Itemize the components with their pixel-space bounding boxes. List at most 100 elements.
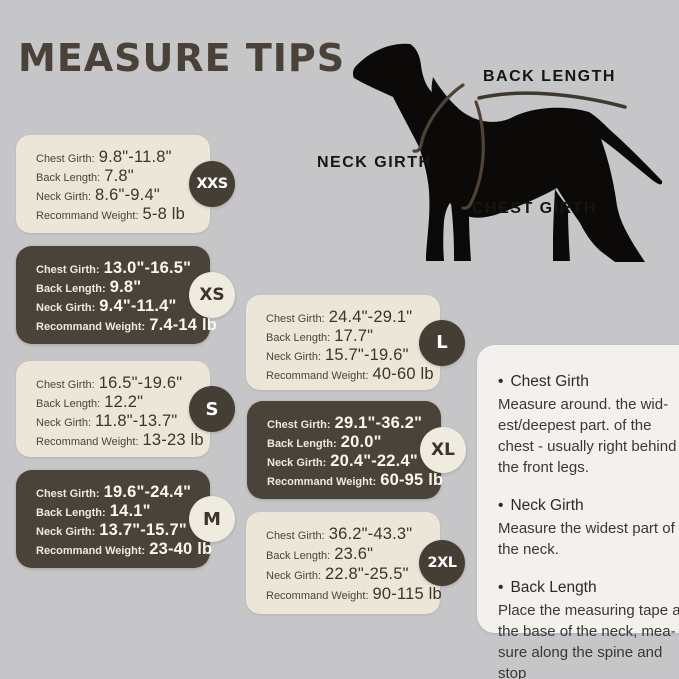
chest-girth-field-label: Chest Girth: <box>267 419 331 431</box>
back-length-field-label: Back Length: <box>36 507 106 519</box>
chest-girth-field-label: Chest Girth: <box>266 313 325 325</box>
chest-girth-field-label: Chest Girth: <box>36 153 95 165</box>
recommend-weight-field-label: Recommand Weight: <box>36 436 139 448</box>
chest-girth-row: Chest Girth: 13.0"-16.5" <box>36 259 196 278</box>
tip-item: • Neck Girth Measure the widest part of t… <box>498 497 679 560</box>
back-length-value: 9.8" <box>109 278 142 296</box>
recommend-weight-value: 40-60 lb <box>372 365 434 383</box>
size-badge-xs: XS <box>189 272 235 318</box>
tip-body-text: Measure around. the wid- est/deepest par… <box>498 396 677 476</box>
size-card-s: Chest Girth: 16.5"-19.6" Back Length: 12… <box>16 361 235 457</box>
chest-girth-row: Chest Girth: 9.8"-11.8" <box>36 148 196 167</box>
back-length-value: 17.7" <box>334 327 374 345</box>
back-length-value: 14.1" <box>109 502 151 520</box>
chest-girth-label: CHEST GIRTH <box>472 200 597 217</box>
recommend-weight-field-label: Recommand Weight: <box>266 370 369 382</box>
chest-girth-row: Chest Girth: 29.1"-36.2" <box>267 414 427 433</box>
neck-girth-field-label: Neck Girth: <box>267 457 327 469</box>
tips-list: • Chest Girth Measure around. the wid- es… <box>498 373 679 679</box>
chest-girth-value: 9.8"-11.8" <box>98 148 172 166</box>
chest-girth-value: 36.2"-43.3" <box>328 525 413 543</box>
recommend-weight-field-label: Recommand Weight: <box>267 476 377 488</box>
tip-heading: • Neck Girth <box>498 497 679 515</box>
tip-body-text: Place the measuring tape at the base of … <box>498 602 679 679</box>
chest-girth-row: Chest Girth: 24.4"-29.1" <box>266 308 426 327</box>
neck-girth-row: Neck Girth: 13.7"-15.7" <box>36 521 196 540</box>
back-length-field-label: Back Length: <box>266 332 331 344</box>
recommend-weight-field-label: Recommand Weight: <box>266 590 369 602</box>
back-length-row: Back Length: 23.6" <box>266 545 426 564</box>
neck-girth-row: Neck Girth: 8.6"-9.4" <box>36 186 196 205</box>
chest-girth-row: Chest Girth: 16.5"-19.6" <box>36 374 196 393</box>
size-card-2xl: Chest Girth: 36.2"-43.3" Back Length: 23… <box>246 512 465 614</box>
size-badge-2xl: 2XL <box>419 540 465 586</box>
neck-girth-value: 11.8"-13.7" <box>95 412 178 430</box>
neck-girth-value: 9.4"-11.4" <box>99 297 177 315</box>
dog-silhouette <box>352 43 663 263</box>
neck-girth-field-label: Neck Girth: <box>36 302 96 314</box>
size-badge-xxs: XXS <box>189 161 235 207</box>
recommend-weight-row: Recommand Weight: 40-60 lb <box>266 365 434 384</box>
chest-girth-value: 13.0"-16.5" <box>103 259 192 277</box>
back-length-row: Back Length: 12.2" <box>36 393 196 412</box>
recommend-weight-row: Recommand Weight: 23-40 lb <box>36 540 212 559</box>
recommend-weight-field-label: Recommand Weight: <box>36 210 139 222</box>
measuring-tips-panel: • Chest Girth Measure around. the wid- es… <box>477 345 679 679</box>
chest-girth-field-label: Chest Girth: <box>36 488 100 500</box>
chest-girth-value: 16.5"-19.6" <box>98 374 183 392</box>
neck-girth-row: Neck Girth: 9.4"-11.4" <box>36 297 196 316</box>
neck-girth-field-label: Neck Girth: <box>36 526 96 538</box>
page-title: MEASURE TIPS <box>18 36 346 80</box>
neck-girth-row: Neck Girth: 20.4"-22.4" <box>267 452 427 471</box>
chest-girth-field-label: Chest Girth: <box>266 530 325 542</box>
back-length-field-label: Back Length: <box>267 438 337 450</box>
tip-heading: • Back Length <box>498 579 679 597</box>
tip-heading-text: Chest Girth <box>510 373 589 390</box>
back-length-value: 20.0" <box>340 433 382 451</box>
size-card-xxs: Chest Girth: 9.8"-11.8" Back Length: 7.8… <box>16 135 235 233</box>
dog-diagram <box>333 25 673 270</box>
chest-girth-field-label: Chest Girth: <box>36 379 95 391</box>
recommend-weight-value: 5-8 lb <box>142 205 185 223</box>
chest-girth-value: 19.6"-24.4" <box>103 483 192 501</box>
back-length-row: Back Length: 7.8" <box>36 167 196 186</box>
back-length-field-label: Back Length: <box>36 398 101 410</box>
bullet-icon: • <box>498 373 504 390</box>
back-length-row: Back Length: 9.8" <box>36 278 196 297</box>
back-length-field-label: Back Length: <box>36 283 106 295</box>
back-length-value: 12.2" <box>104 393 144 411</box>
neck-girth-field-label: Neck Girth: <box>36 417 92 429</box>
neck-girth-field-label: Neck Girth: <box>266 570 322 582</box>
back-length-row: Back Length: 17.7" <box>266 327 426 346</box>
neck-girth-value: 20.4"-22.4" <box>330 452 418 470</box>
neck-girth-value: 15.7"-19.6" <box>325 346 409 364</box>
tip-heading: • Chest Girth <box>498 373 679 391</box>
size-badge-m: M <box>189 496 235 542</box>
tip-heading-text: Neck Girth <box>510 497 584 514</box>
neck-girth-line <box>412 83 465 153</box>
chest-girth-value: 29.1"-36.2" <box>334 414 423 432</box>
recommend-weight-field-label: Recommand Weight: <box>36 321 146 333</box>
chest-girth-row: Chest Girth: 19.6"-24.4" <box>36 483 196 502</box>
back-length-row: Back Length: 20.0" <box>267 433 427 452</box>
recommend-weight-value: 13-23 lb <box>142 431 204 449</box>
tip-heading-text: Back Length <box>510 579 597 596</box>
chest-girth-row: Chest Girth: 36.2"-43.3" <box>266 525 426 544</box>
size-badge-l: L <box>419 319 465 366</box>
size-badge-s: S <box>189 386 235 432</box>
size-card-l: Chest Girth: 24.4"-29.1" Back Length: 17… <box>246 295 465 390</box>
recommend-weight-row: Recommand Weight: 13-23 lb <box>36 431 204 450</box>
back-length-value: 7.8" <box>104 167 134 185</box>
recommend-weight-value: 7.4-14 lb <box>149 316 218 334</box>
neck-girth-row: Neck Girth: 11.8"-13.7" <box>36 412 196 431</box>
size-badge-xl: XL <box>420 427 466 473</box>
size-card-xs: Chest Girth: 13.0"-16.5" Back Length: 9.… <box>16 246 235 344</box>
back-length-field-label: Back Length: <box>36 172 101 184</box>
neck-girth-row: Neck Girth: 22.8"-25.5" <box>266 565 426 584</box>
recommend-weight-value: 23-40 lb <box>149 540 213 558</box>
recommend-weight-value: 90-115 lb <box>372 585 442 603</box>
back-length-value: 23.6" <box>334 545 374 563</box>
chest-girth-line <box>461 100 485 210</box>
recommend-weight-row: Recommand Weight: 7.4-14 lb <box>36 316 217 335</box>
